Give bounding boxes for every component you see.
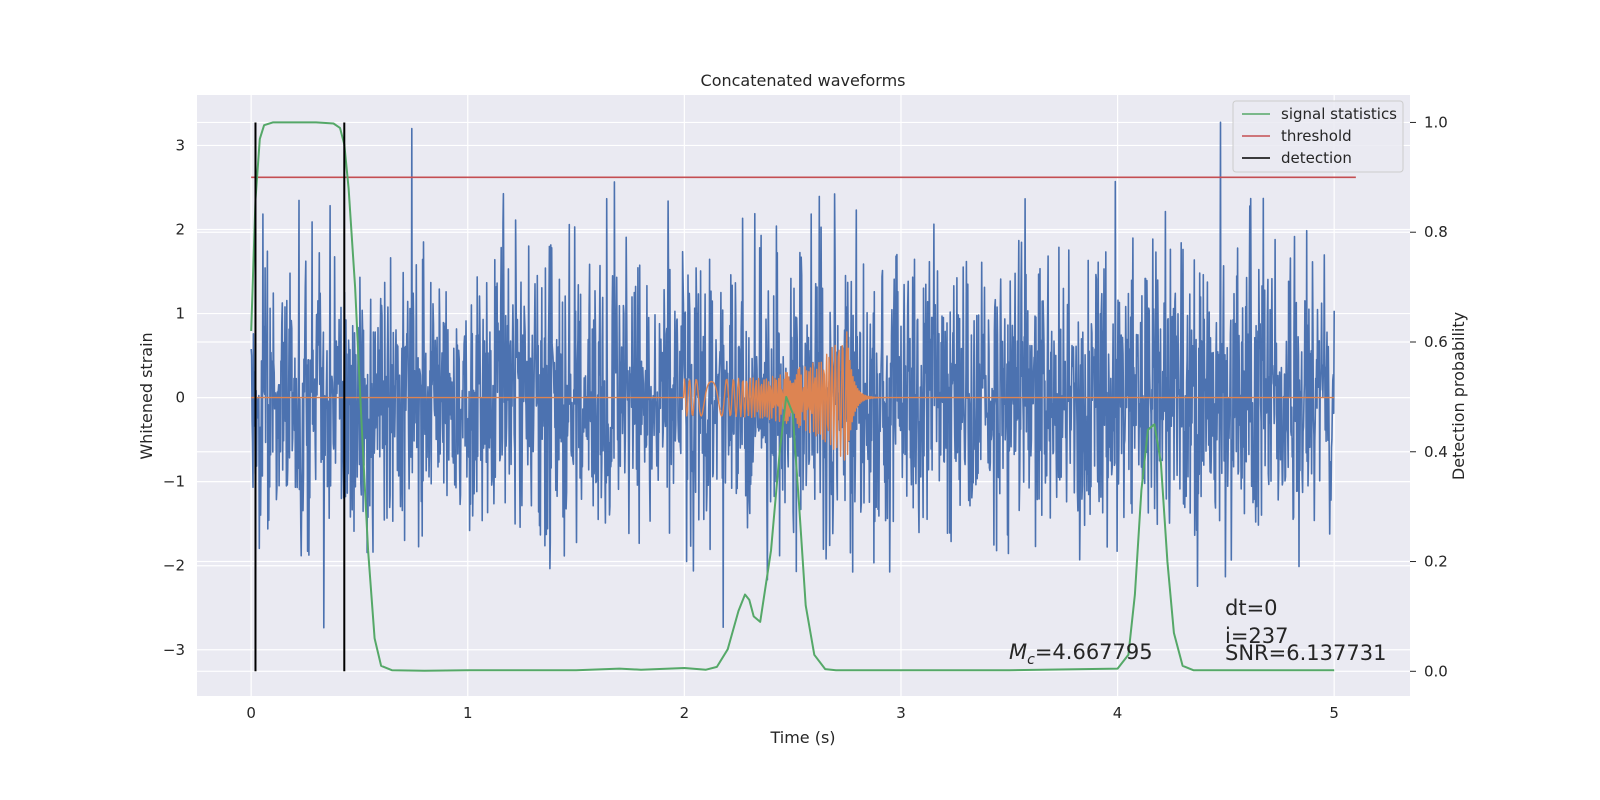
series-layer bbox=[250, 121, 1356, 672]
legend-label-signal-statistics: signal statistics bbox=[1281, 105, 1397, 123]
y2-tick-label: 0.4 bbox=[1424, 443, 1448, 461]
x-tick-label: 0 bbox=[246, 704, 256, 722]
x-tick-label: 4 bbox=[1113, 704, 1123, 722]
x-tick-label: 3 bbox=[896, 704, 906, 722]
y-tick-label: 3 bbox=[175, 136, 185, 154]
dt-annotation: dt=0 bbox=[1225, 596, 1278, 620]
y2-tick-label: 0.8 bbox=[1424, 223, 1448, 241]
chirp-mass-annotation: Mc=4.667795 bbox=[1009, 640, 1153, 668]
y-tick-label: −2 bbox=[163, 557, 185, 575]
legend-label-detection: detection bbox=[1281, 149, 1352, 167]
x-tick-label: 1 bbox=[463, 704, 473, 722]
chart-title: Concatenated waveforms bbox=[701, 71, 906, 90]
legend-label-threshold: threshold bbox=[1281, 127, 1352, 145]
x-tick-label: 2 bbox=[680, 704, 690, 722]
x-tick-label: 5 bbox=[1329, 704, 1339, 722]
ticks-layer: 0 1 2 3 4 5 −3 −2 −1 0 1 2 3 0.0 0.2 0.4 0.6 0.8 1.0 bbox=[163, 113, 1448, 722]
y-tick-label: 0 bbox=[175, 389, 185, 407]
snr-annotation: SNR=6.137731 bbox=[1225, 641, 1386, 665]
y-tick-label: −1 bbox=[163, 473, 185, 491]
y-tick-label: 2 bbox=[175, 220, 185, 238]
y-tick-label: 1 bbox=[175, 305, 185, 323]
y2-tick-label: 0.0 bbox=[1424, 662, 1448, 680]
whitened-strain-line bbox=[250, 121, 1335, 629]
chirp-mass-value: =4.667795 bbox=[1035, 640, 1153, 664]
chirp-mass-subscript: c bbox=[1027, 652, 1035, 668]
chirp-mass-symbol: M bbox=[1009, 640, 1027, 664]
y-tick-label: −3 bbox=[163, 641, 185, 659]
y2-axis-label: Detection probability bbox=[1449, 312, 1468, 480]
x-axis-label: Time (s) bbox=[769, 728, 835, 747]
y-axis-label: Whitened strain bbox=[137, 332, 156, 459]
y2-tick-label: 0.2 bbox=[1424, 553, 1448, 571]
legend: signal statistics threshold detection bbox=[1232, 100, 1404, 173]
legend-box bbox=[1232, 100, 1404, 173]
y2-tick-label: 1.0 bbox=[1424, 113, 1448, 131]
y2-tick-label: 0.6 bbox=[1424, 333, 1448, 351]
index-annotation: i=237 bbox=[1225, 624, 1289, 648]
